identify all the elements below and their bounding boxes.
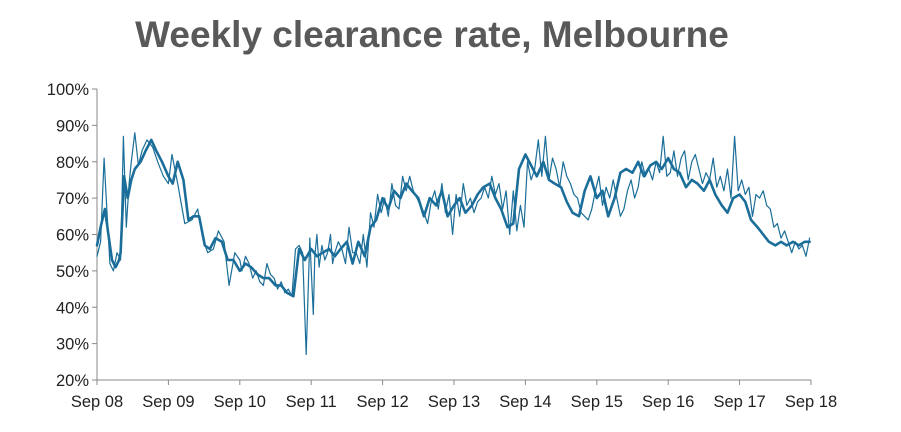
x-tick-label: Sep 17 [713, 393, 765, 411]
x-tick-label: Sep 16 [642, 393, 694, 411]
y-axis: 20% 30% 40% 50% 60% 70% 80% 90% 100% [47, 81, 98, 390]
series-line-2 [95, 138, 811, 298]
x-tick-label: Sep 10 [214, 393, 266, 411]
y-tick-label: 90% [56, 117, 89, 135]
y-tick-label: 40% [56, 299, 89, 317]
x-tick-label: Sep 12 [356, 393, 408, 411]
y-tick-label: 30% [56, 336, 89, 354]
x-tick-label: Sep 15 [571, 393, 623, 411]
chart-title: Weekly clearance rate, Melbourne [135, 14, 729, 55]
y-tick-label: 20% [56, 372, 89, 390]
x-axis: Sep 08 Sep 09 Sep 10 Sep 11 Sep 12 Sep 13 Sep … [71, 379, 837, 411]
y-tick-label: 50% [56, 263, 89, 281]
y-tick-label: 70% [56, 190, 89, 208]
series-group [95, 132, 811, 356]
x-tick-label: Sep 11 [286, 393, 337, 411]
x-tick-label: Sep 14 [499, 393, 551, 411]
y-tick-label: 60% [56, 227, 89, 245]
x-tick-label: Sep 09 [142, 393, 194, 411]
x-tick-label: Sep 18 [785, 393, 837, 411]
y-tick-label: 100% [47, 81, 90, 99]
x-tick-label: Sep 08 [71, 393, 123, 411]
x-tick-label: Sep 13 [428, 393, 480, 411]
y-tick-label: 80% [56, 154, 89, 172]
